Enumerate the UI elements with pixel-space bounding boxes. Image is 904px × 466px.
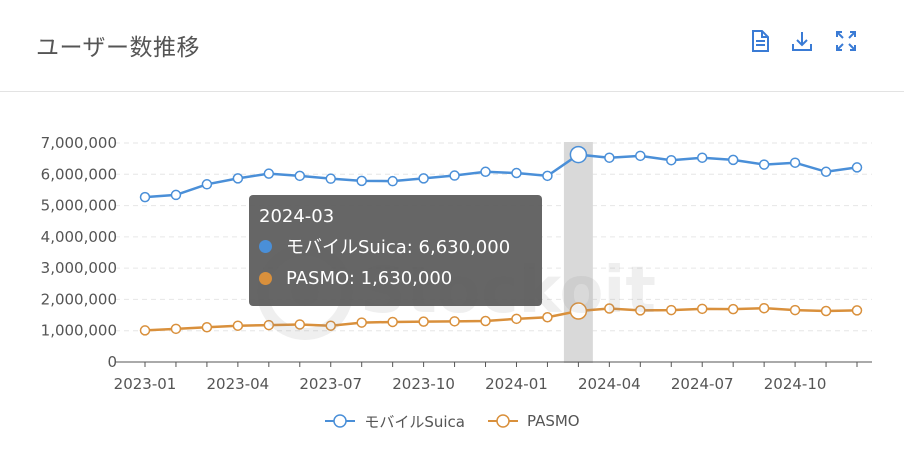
chart-title: ユーザー数推移 [36, 35, 201, 61]
legend-line-suica-icon [325, 414, 356, 428]
tooltip-row-pasmo: PASMO: 1,630,000 [259, 262, 532, 294]
x-tick-label: 2024-10 [764, 375, 827, 393]
data-point[interactable] [325, 173, 336, 184]
data-point[interactable] [449, 170, 460, 181]
y-tick-label: 0 [107, 353, 117, 371]
data-point[interactable] [696, 152, 708, 163]
data-point[interactable] [263, 319, 275, 331]
y-tick-label: 4,000,000 [41, 228, 117, 246]
data-point[interactable] [542, 312, 553, 323]
data-point[interactable] [511, 167, 522, 179]
y-tick-label: 6,000,000 [41, 165, 117, 183]
data-point[interactable] [758, 159, 770, 170]
data-point[interactable] [418, 173, 429, 184]
data-point[interactable] [139, 325, 151, 336]
expand-icon[interactable] [833, 28, 859, 54]
x-tick-label: 2023-04 [207, 375, 270, 393]
data-point[interactable] [635, 305, 646, 316]
data-point[interactable] [201, 179, 213, 190]
line-chart[interactable]: 0 1,000,000 2,000,000 3,000,000 4,000,000 5,0… [0, 92, 904, 466]
data-point[interactable] [325, 320, 336, 331]
x-tick-label: 2024-07 [671, 375, 734, 393]
data-point[interactable] [511, 313, 522, 325]
data-point[interactable] [232, 173, 244, 184]
tooltip-dot-suica [259, 239, 272, 253]
data-point[interactable] [666, 304, 677, 316]
data-point[interactable] [294, 319, 306, 330]
data-point[interactable] [356, 175, 367, 187]
tooltip-label-suica: モバイルSuica: 6,630,000 [286, 237, 511, 258]
data-point[interactable] [758, 302, 770, 314]
data-point[interactable] [449, 316, 460, 327]
data-point[interactable] [569, 145, 588, 164]
series-line [144, 306, 858, 332]
tooltip-title: 2024-03 [259, 206, 335, 227]
legend-item-suica[interactable]: モバイルSuica [324, 408, 465, 434]
data-point[interactable] [201, 322, 213, 333]
y-axis-ticks: 0 1,000,000 2,000,000 3,000,000 4,000,000 5,0… [41, 134, 117, 371]
data-point[interactable] [696, 303, 708, 315]
y-tick-label: 1,000,000 [41, 322, 117, 340]
chart-header: ユーザー数推移 [0, 0, 904, 92]
legend-label-suica: モバイルSuica [364, 412, 465, 431]
highlight-band [563, 142, 593, 363]
legend-item-pasmo[interactable]: PASMO [487, 408, 580, 434]
data-point[interactable] [480, 315, 491, 327]
data-point[interactable] [604, 152, 615, 163]
x-tick-label: 2023-07 [299, 375, 362, 393]
data-point[interactable] [170, 189, 182, 201]
legend-line-pasmo-icon [488, 414, 518, 428]
data-point[interactable] [789, 157, 801, 168]
y-tick-label: 7,000,000 [41, 134, 117, 152]
data-point[interactable] [820, 305, 832, 317]
data-point[interactable] [727, 154, 739, 166]
data-point[interactable] [604, 303, 615, 314]
data-point[interactable] [294, 170, 306, 182]
data-point[interactable] [851, 162, 863, 173]
data-point[interactable] [387, 175, 398, 187]
data-point[interactable] [139, 191, 151, 203]
data-point[interactable] [542, 170, 553, 182]
data-point[interactable] [356, 317, 367, 328]
tooltip-dot-pasmo [259, 271, 272, 285]
data-point[interactable] [727, 303, 739, 315]
legend: モバイルSuica PASMO [0, 408, 904, 434]
data-point[interactable] [820, 166, 832, 178]
data-point[interactable] [635, 150, 646, 162]
series-line [144, 153, 858, 199]
tooltip-label-pasmo: PASMO: 1,630,000 [286, 267, 453, 289]
data-point[interactable] [170, 323, 182, 335]
download-icon[interactable] [789, 28, 815, 54]
tooltip-row-suica: モバイルSuica: 6,630,000 [259, 230, 532, 262]
data-point[interactable] [263, 168, 275, 179]
y-tick-label: 3,000,000 [41, 259, 117, 277]
data-point[interactable] [851, 305, 863, 316]
highlight-band-rect [563, 142, 593, 363]
x-tick-label: 2024-04 [578, 375, 641, 393]
y-tick-label: 2,000,000 [41, 290, 117, 308]
series-group[interactable] [139, 145, 863, 336]
x-tick-label: 2023-10 [392, 375, 455, 393]
legend-label-pasmo: PASMO [527, 412, 580, 430]
data-point[interactable] [480, 166, 491, 178]
document-icon[interactable] [747, 28, 773, 54]
data-point[interactable] [387, 316, 398, 328]
data-point[interactable] [232, 320, 244, 331]
data-point[interactable] [666, 154, 677, 166]
x-axis: 2023-01 2023-04 2023-07 2023-10 2024-01 2024-… [114, 361, 872, 393]
tooltip: 2024-03 モバイルSuica: 6,630,000 PASMO: 1,63… [249, 195, 542, 306]
data-point[interactable] [418, 316, 429, 327]
data-point[interactable] [569, 302, 588, 320]
x-tick-label: 2024-01 [485, 375, 548, 393]
data-point[interactable] [789, 304, 801, 316]
x-tick-label: 2023-01 [114, 375, 177, 393]
y-tick-label: 5,000,000 [41, 197, 117, 215]
